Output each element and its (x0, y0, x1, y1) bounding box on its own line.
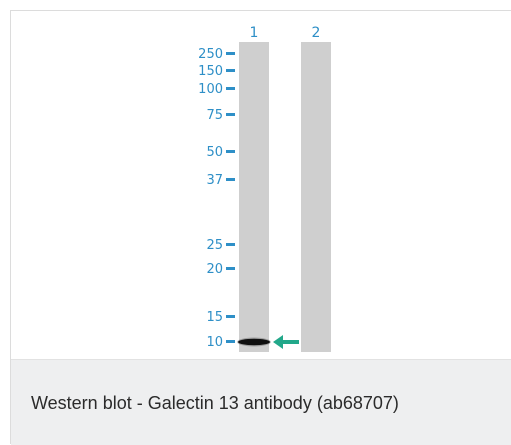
marker-label: 37 (206, 173, 223, 188)
marker-label: 20 (206, 262, 223, 277)
lane-1 (239, 42, 269, 352)
figure-caption: Western blot - Galectin 13 antibody (ab6… (31, 393, 399, 413)
marker-label: 100 (198, 82, 223, 97)
marker-tick (226, 340, 235, 343)
marker-labels: 250 150 100 75 50 37 25 20 15 10 (198, 47, 223, 350)
marker-label: 75 (206, 108, 223, 123)
protein-band (238, 338, 270, 346)
figure-image: 1 2 250 150 100 75 50 37 25 20 15 10 (11, 11, 511, 359)
western-blot-image: 1 2 250 150 100 75 50 37 25 20 15 10 (198, 25, 331, 352)
lane-2 (301, 42, 331, 352)
marker-tick (226, 315, 235, 318)
arrow-left-icon (273, 335, 299, 349)
caption-bar: Western blot - Galectin 13 antibody (ab6… (11, 359, 511, 445)
marker-label: 150 (198, 64, 223, 79)
marker-label: 25 (206, 238, 223, 253)
marker-label: 15 (206, 310, 223, 325)
lane-label-1: 1 (250, 25, 259, 41)
protein-band-halo (237, 337, 271, 347)
marker-tick (226, 52, 235, 55)
marker-tick (226, 243, 235, 246)
marker-label: 250 (198, 47, 223, 62)
marker-tick (226, 87, 235, 90)
marker-tick (226, 150, 235, 153)
marker-tick (226, 267, 235, 270)
lane-label-2: 2 (312, 25, 321, 41)
marker-label: 10 (206, 335, 223, 350)
marker-label: 50 (206, 145, 223, 160)
marker-ticks (226, 52, 235, 343)
figure-card: 1 2 250 150 100 75 50 37 25 20 15 10 (10, 10, 511, 445)
marker-tick (226, 178, 235, 181)
marker-tick (226, 69, 235, 72)
marker-tick (226, 113, 235, 116)
